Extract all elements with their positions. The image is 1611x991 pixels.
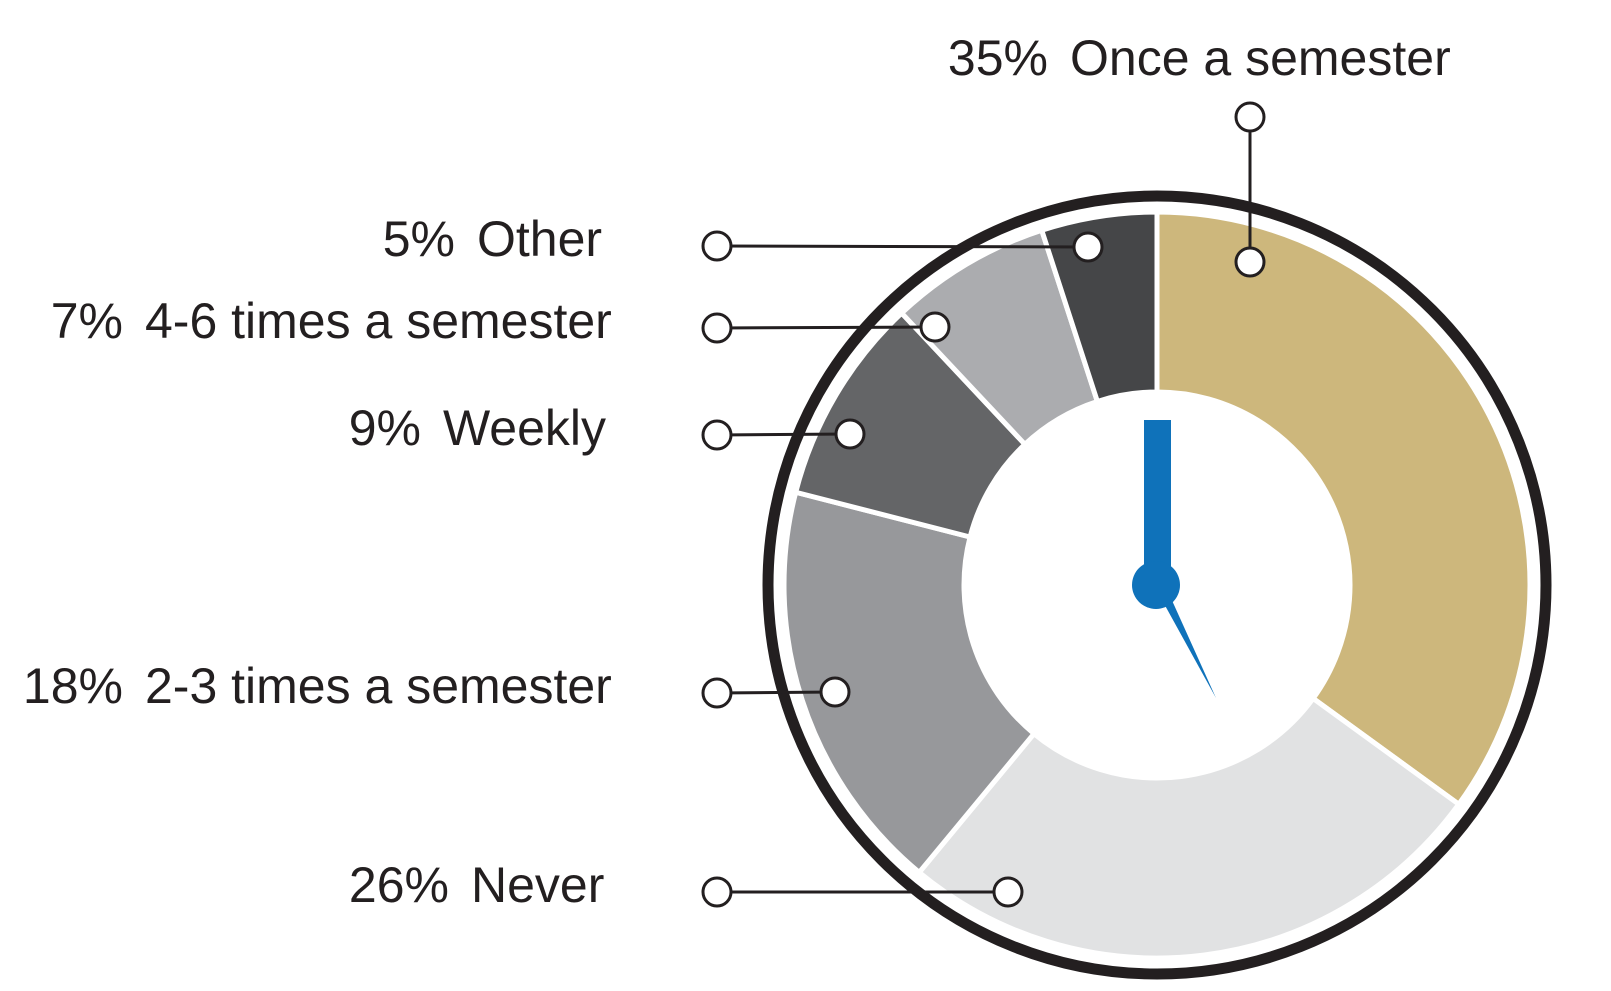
- donut: [781, 209, 1533, 961]
- leader-dot: [992, 876, 1024, 908]
- leader-dot: [919, 311, 951, 343]
- slice: [781, 489, 1038, 876]
- leader-dot: [701, 876, 733, 908]
- leader-dot: [701, 230, 733, 262]
- value-label: 7%: [51, 293, 123, 349]
- labels: 35% Once a semester 26% Never 18% 2-3 times a…: [23, 30, 1451, 913]
- value-label: 5%: [383, 211, 455, 267]
- slice: [1154, 209, 1533, 808]
- leader-dot: [701, 677, 733, 709]
- value-label: 26%: [349, 857, 449, 913]
- hour-hand: [1162, 596, 1216, 698]
- minute-hand: [1144, 420, 1171, 585]
- leader-dot: [819, 676, 851, 708]
- value-label: 9%: [349, 400, 421, 456]
- clock-rim: [762, 190, 1552, 980]
- leader-line: [716, 244, 1089, 249]
- leader-line: [716, 325, 936, 330]
- category-label: Once a semester: [1070, 30, 1451, 86]
- category-label: Weekly: [443, 400, 606, 456]
- leader-dot: [834, 418, 866, 450]
- slice: [915, 694, 1463, 961]
- value-label: 18%: [23, 658, 123, 714]
- leader-dot: [1234, 101, 1266, 133]
- leader-dot: [1072, 231, 1104, 263]
- leader-dot: [701, 419, 733, 451]
- category-label: Never: [471, 857, 604, 913]
- leader-line: [716, 432, 851, 437]
- category-label: 2-3 times a semester: [145, 658, 612, 714]
- leader-dot: [1234, 246, 1266, 278]
- value-label: 35%: [948, 30, 1048, 86]
- leader-dot: [701, 312, 733, 344]
- hand-pivot: [1132, 561, 1180, 609]
- leader-line: [716, 690, 836, 695]
- slice: [1038, 209, 1160, 405]
- category-label: Other: [477, 211, 602, 267]
- category-label: 4-6 times a semester: [145, 293, 612, 349]
